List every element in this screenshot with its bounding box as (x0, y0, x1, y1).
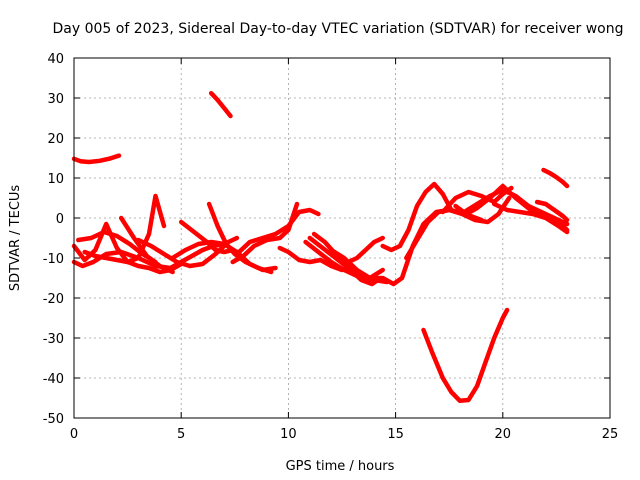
y-tick-label: -10 (43, 252, 64, 267)
y-tick-label: 10 (47, 172, 64, 187)
x-tick-label: 25 (602, 427, 619, 442)
y-tick-label: 20 (47, 132, 64, 147)
series-line-arc-27 (461, 187, 570, 227)
series-line-arc-8 (76, 229, 158, 265)
series-line-arc-29 (534, 199, 570, 223)
x-tick-label: 10 (280, 427, 297, 442)
series-line-arc-28 (491, 201, 570, 235)
y-tick-label: -50 (43, 412, 64, 427)
axis-ticks: 0 5 10 15 20 25 40 30 20 10 0 -10 -20 -30 -40 -50 (43, 52, 619, 442)
series-line-arc-3 (541, 167, 570, 189)
y-tick-label: -20 (43, 292, 64, 307)
x-tick-label: 5 (177, 427, 185, 442)
series-line-arc-14 (230, 201, 300, 265)
y-tick-label: -40 (43, 372, 64, 387)
y-tick-label: -30 (43, 332, 64, 347)
x-axis-label: GPS time / hours (286, 459, 395, 474)
series-line-arc-15 (234, 207, 321, 257)
series-line-arc-2 (208, 90, 233, 119)
chart-title: Day 005 of 2023, Sidereal Day-to-day VTE… (53, 21, 624, 37)
series-line-arc-21 (346, 235, 385, 265)
series-line-arc-7 (82, 249, 184, 275)
y-axis-label: SDTVAR / TECUs (8, 185, 23, 292)
x-tick-label: 20 (495, 427, 512, 442)
x-tick-label: 15 (387, 427, 404, 442)
series-line-arc-20 (329, 247, 385, 281)
x-tick-label: 0 (70, 427, 78, 442)
series-line-arc-16 (277, 245, 345, 273)
series-line-arc-19 (311, 231, 383, 287)
series-line-arc-1 (71, 153, 122, 165)
series-line-arc-4 (421, 307, 510, 404)
series-line-arc-12 (178, 219, 235, 255)
data-series (71, 90, 570, 404)
series-line-arc-6 (71, 241, 227, 271)
y-tick-label: 30 (47, 92, 64, 107)
y-tick-label: 40 (47, 52, 64, 67)
y-tick-label: 0 (56, 212, 64, 227)
plot-frame (73, 57, 611, 419)
series-line-arc-22 (380, 181, 454, 253)
grid (74, 58, 610, 418)
series-line-arc-9 (118, 215, 175, 275)
series-line-arc-25 (440, 185, 514, 215)
